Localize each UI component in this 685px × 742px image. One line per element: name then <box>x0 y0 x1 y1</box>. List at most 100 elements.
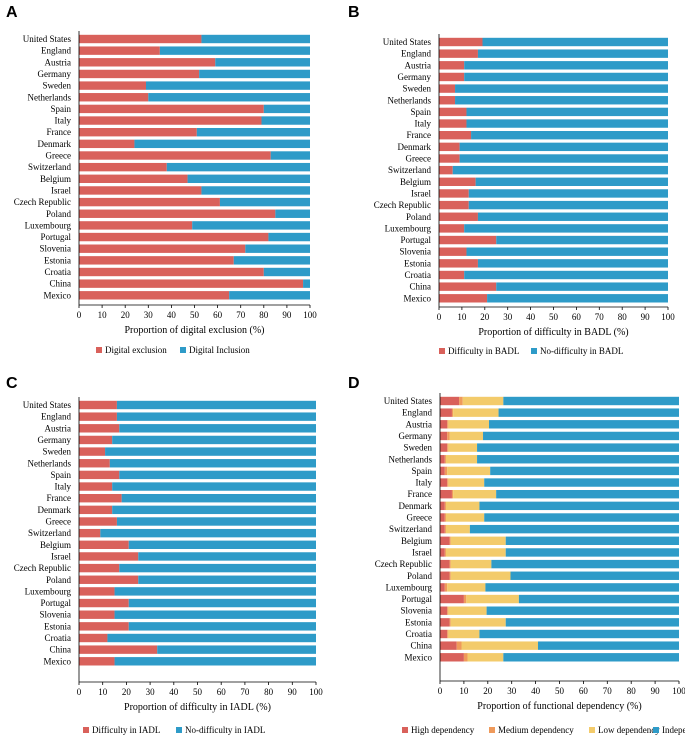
bar-d-netherlands-independent <box>477 455 679 464</box>
category-label-b-slovenia: Slovenia <box>400 247 432 257</box>
bar-d-poland-low-dependency <box>450 571 511 580</box>
bar-b-greece-no-difficulty-in-badl <box>459 154 668 163</box>
category-label-d-estonia: Estonia <box>405 617 432 627</box>
category-label-b-israel: Israel <box>411 188 431 198</box>
category-label-c-slovenia: Slovenia <box>40 610 72 620</box>
bar-d-switzerland-independent <box>469 524 680 534</box>
category-label-a-croatia: Croatia <box>45 267 72 277</box>
category-label-c-belgium: Belgium <box>40 540 71 550</box>
x-tick-label-a-40: 40 <box>167 310 177 320</box>
bar-c-poland-no-difficulty-in-iadl <box>138 575 316 584</box>
bar-a-france-digital-inclusion <box>196 128 310 137</box>
panel-b-x-axis-title: Proportion of difficulty in BADL (%) <box>478 327 628 338</box>
x-tick-label-c-50: 50 <box>193 687 203 697</box>
bar-a-poland-digital-exclusion <box>79 209 276 218</box>
bar-a-greece-digital-exclusion <box>79 151 271 160</box>
bar-a-germany-digital-exclusion <box>79 69 200 79</box>
bar-a-portugal-digital-exclusion <box>79 232 269 242</box>
bar-c-slovenia-difficulty-in-iadl <box>79 610 115 619</box>
bar-a-belgium-digital-inclusion <box>187 174 310 183</box>
bar-d-portugal-medium-dependency <box>463 594 467 604</box>
legend-swatch-b-no-difficulty-in-badl <box>531 348 537 354</box>
category-label-b-france: France <box>407 130 432 140</box>
bar-d-croatia-high-dependency <box>440 629 448 639</box>
bar-d-belgium-medium-dependency <box>449 536 451 545</box>
x-tick-label-c-80: 80 <box>264 687 274 697</box>
bar-d-austria-low-dependency <box>448 420 489 429</box>
x-tick-label-b-30: 30 <box>503 312 513 322</box>
category-label-a-slovenia: Slovenia <box>40 244 72 254</box>
bar-d-portugal-low-dependency <box>466 594 519 604</box>
bar-d-slovenia-independent <box>486 606 679 615</box>
bar-d-china-medium-dependency <box>456 641 462 650</box>
bar-d-united-states-independent <box>503 396 679 406</box>
panel-a-letter: A <box>6 4 18 21</box>
bar-b-england-no-difficulty-in-badl <box>477 49 668 58</box>
bar-a-italy-digital-exclusion <box>79 116 262 125</box>
bar-d-china-low-dependency <box>461 641 538 650</box>
bar-c-greece-no-difficulty-in-iadl <box>116 517 316 526</box>
x-tick-label-b-70: 70 <box>595 312 605 322</box>
x-tick-label-d-80: 80 <box>627 686 637 696</box>
bar-a-belgium-digital-exclusion <box>79 174 188 183</box>
bar-d-sweden-low-dependency <box>448 443 478 452</box>
bar-d-denmark-independent <box>479 501 679 511</box>
bar-a-denmark-digital-inclusion <box>134 139 310 149</box>
bar-c-united-states-no-difficulty-in-iadl <box>116 400 316 410</box>
category-label-a-switzerland: Switzerland <box>28 162 71 172</box>
x-tick-label-c-90: 90 <box>288 687 298 697</box>
category-label-b-germany: Germany <box>398 72 432 82</box>
bar-d-netherlands-high-dependency <box>440 455 445 464</box>
bar-a-czech-republic-digital-inclusion <box>219 197 310 207</box>
bar-d-england-medium-dependency <box>451 408 454 417</box>
x-tick-label-d-30: 30 <box>507 686 517 696</box>
bar-b-mexico-no-difficulty-in-badl <box>487 294 668 303</box>
panel-a-legend: Digital exclusion Digital Inclusion <box>96 345 250 355</box>
x-tick-label-b-100: 100 <box>661 312 675 322</box>
category-label-b-denmark: Denmark <box>398 142 432 152</box>
category-label-d-sweden: Sweden <box>404 443 433 453</box>
bar-c-germany-difficulty-in-iadl <box>79 435 113 445</box>
bar-d-czech-republic-independent <box>491 559 679 569</box>
bar-d-germany-independent <box>483 431 679 441</box>
bar-d-poland-independent <box>510 571 679 580</box>
category-label-d-poland: Poland <box>407 571 433 581</box>
category-label-c-czech-republic: Czech Republic <box>14 563 71 573</box>
bar-b-austria-difficulty-in-badl <box>439 61 465 70</box>
category-label-b-croatia: Croatia <box>405 270 432 280</box>
category-label-a-united-states: United States <box>23 34 72 44</box>
bar-b-mexico-difficulty-in-badl <box>439 294 488 303</box>
category-label-b-spain: Spain <box>410 107 431 117</box>
bar-d-belgium-independent <box>505 536 679 545</box>
category-label-c-france: France <box>47 493 72 503</box>
x-tick-label-b-40: 40 <box>526 312 536 322</box>
x-tick-label-c-20: 20 <box>122 687 132 697</box>
legend-label-b-no-difficulty-in-badl: No-difficulty in BADL <box>540 346 623 356</box>
bar-d-china-independent <box>537 641 679 650</box>
category-label-c-mexico: Mexico <box>44 656 72 666</box>
bar-a-spain-digital-inclusion <box>263 104 310 114</box>
bar-d-austria-medium-dependency <box>447 420 449 429</box>
category-label-b-china: China <box>410 282 432 292</box>
category-label-d-netherlands: Netherlands <box>389 454 433 464</box>
x-tick-label-b-60: 60 <box>572 312 582 322</box>
bar-c-mexico-difficulty-in-iadl <box>79 657 115 666</box>
category-label-d-luxembourg: Luxembourg <box>386 582 433 592</box>
bar-d-denmark-medium-dependency <box>444 501 446 511</box>
bar-d-switzerland-low-dependency <box>445 524 470 534</box>
bar-d-mexico-independent <box>503 653 679 662</box>
bar-d-denmark-low-dependency <box>445 501 480 511</box>
bar-c-austria-difficulty-in-iadl <box>79 424 120 433</box>
category-label-d-portugal: Portugal <box>402 594 433 604</box>
bar-a-denmark-digital-exclusion <box>79 139 135 149</box>
bar-d-mexico-high-dependency <box>440 653 464 662</box>
bar-d-estonia-high-dependency <box>440 618 450 627</box>
bar-b-israel-difficulty-in-badl <box>439 189 469 198</box>
bar-d-slovenia-low-dependency <box>448 606 487 615</box>
bar-a-luxembourg-digital-exclusion <box>79 221 193 230</box>
bar-d-italy-low-dependency <box>448 478 485 487</box>
bar-a-italy-digital-inclusion <box>261 116 310 125</box>
x-tick-label-c-0: 0 <box>77 687 82 697</box>
category-label-a-spain: Spain <box>50 104 71 114</box>
